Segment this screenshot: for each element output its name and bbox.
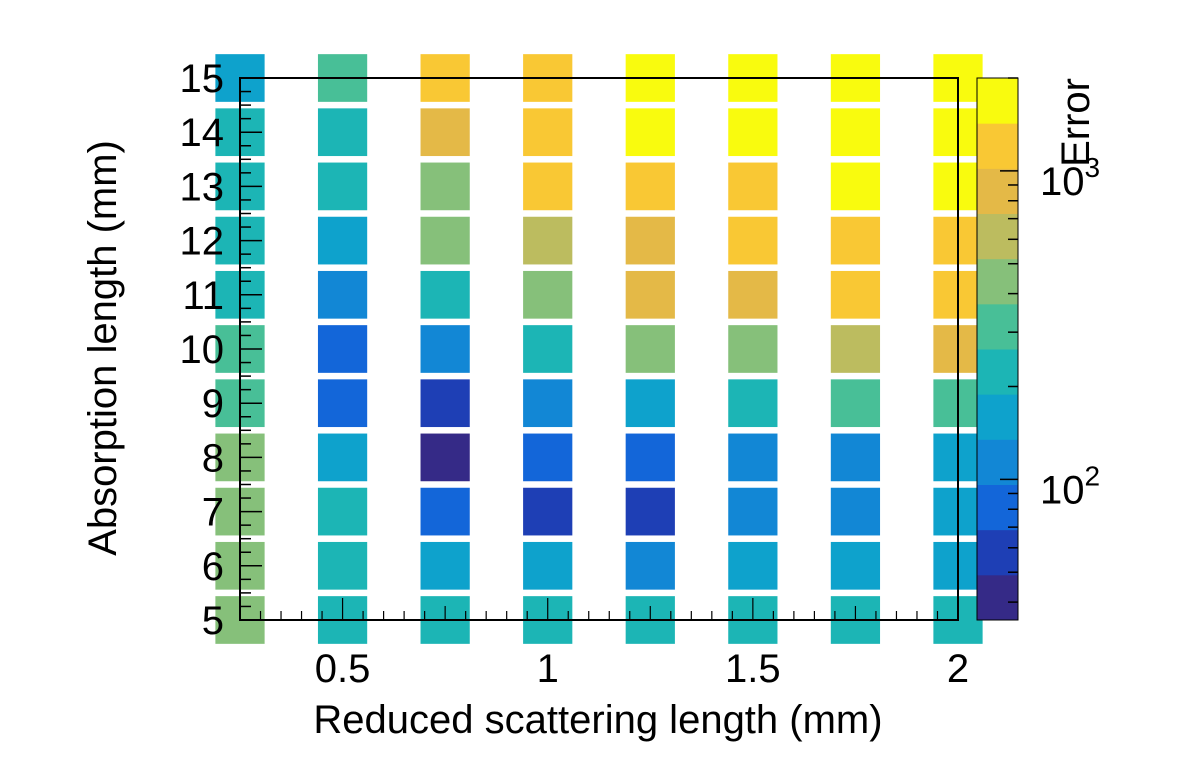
heatmap-cell (420, 270, 470, 319)
heatmap-cell (523, 216, 573, 265)
heatmap-cell (830, 325, 881, 373)
y-tick-label: 15 (180, 57, 225, 101)
colorbar: 102 103 (976, 77, 1100, 621)
heatmap-cell (420, 541, 470, 590)
heatmap-cell (317, 379, 368, 428)
y-tick-label: 14 (180, 111, 225, 155)
y-tick-label: 9 (202, 382, 224, 426)
colorbar-segment (977, 213, 1018, 260)
heatmap-cell (523, 541, 573, 590)
x-tick-label: 0.5 (315, 647, 371, 691)
colorbar-tick-label: 102 (1040, 460, 1100, 512)
heatmap-cell (420, 433, 470, 482)
heatmap-cell (317, 541, 368, 590)
heatmap-cell (625, 270, 675, 319)
heatmap-cell (830, 379, 881, 428)
y-tick-label: 13 (180, 165, 225, 209)
heatmap-cell (317, 216, 368, 265)
x-axis-ticks: 0.5 1 1.5 2 (239, 598, 969, 691)
colorbar-label: Error (1054, 78, 1098, 167)
heatmap-cell (420, 216, 470, 265)
heatmap-cell (830, 270, 881, 319)
heatmap-cell (420, 162, 470, 211)
colorbar-segment (977, 484, 1018, 531)
heatmap-cell (728, 108, 778, 157)
colorbar-segment (977, 394, 1018, 440)
heatmap-cell (420, 325, 470, 373)
heatmap-cell (420, 108, 470, 157)
heatmap-cell (830, 216, 881, 265)
heatmap-cell (625, 433, 675, 482)
y-tick-label: 5 (202, 599, 224, 643)
heatmap-cell (625, 325, 675, 373)
y-tick-label: 12 (180, 220, 225, 264)
heatmap-cell (625, 108, 675, 157)
y-tick-label: 11 (182, 274, 224, 318)
heatmap-cell (523, 162, 573, 211)
colorbar-segment (977, 258, 1018, 305)
heatmap-cell (420, 487, 470, 536)
heatmap-cell (523, 433, 573, 482)
colorbar-segment (977, 123, 1018, 169)
colorbar-segment (977, 529, 1018, 576)
heatmap-cell (728, 162, 778, 211)
heatmap-cell (728, 270, 778, 319)
heatmap-cell (728, 325, 778, 373)
colorbar-frame (976, 77, 1019, 621)
heatmap-cell (523, 487, 573, 536)
heatmap-cell (728, 379, 778, 428)
y-tick-label: 7 (202, 491, 224, 535)
heatmap-cell (830, 541, 881, 590)
heatmap-cell (625, 216, 675, 265)
colorbar-tick-label: 103 (1040, 152, 1100, 204)
heatmap-cell (625, 541, 675, 590)
heatmap-cell (830, 487, 881, 536)
y-tick-label: 6 (202, 545, 224, 589)
heatmap-cell (317, 487, 368, 536)
heatmap-cell (625, 487, 675, 536)
colorbar-segment (977, 168, 1018, 214)
heatmap-cell (728, 216, 778, 265)
heatmap-cell (728, 433, 778, 482)
heatmap-cell (317, 270, 368, 319)
heatmap-cell (317, 433, 368, 482)
y-tick-label: 8 (202, 436, 224, 480)
y-axis-label: Absorption length (mm) (81, 140, 125, 556)
heatmap-cell (830, 108, 881, 157)
heatmap-cell (625, 379, 675, 428)
heatmap-cell (523, 270, 573, 319)
heatmap-cell (728, 487, 778, 536)
heatmap-cell (830, 433, 881, 482)
heatmap-cell (625, 162, 675, 211)
y-tick-label: 10 (180, 328, 225, 372)
heatmap-cell (830, 162, 881, 211)
colorbar-segment (977, 303, 1018, 350)
heatmap-cells (215, 54, 983, 644)
heatmap-cell (523, 325, 573, 373)
colorbar-segment (977, 439, 1018, 485)
heatmap-cell (317, 325, 368, 373)
colorbar-segment (977, 349, 1018, 395)
x-axis-label: Reduced scattering length (mm) (313, 698, 882, 742)
heatmap-cell (317, 108, 368, 157)
x-tick-label: 2 (947, 647, 969, 691)
colorbar-segment (977, 574, 1018, 621)
y-axis-ticks: 5 6 7 8 9 10 11 12 13 14 15 (180, 57, 262, 643)
x-tick-label: 1.5 (725, 647, 781, 691)
heatmap-cell (523, 379, 573, 428)
x-tick-label: 1 (537, 647, 559, 691)
heatmap-cell (728, 541, 778, 590)
heatmap-cell (317, 162, 368, 211)
heatmap-cell (523, 108, 573, 157)
heatmap-cell (420, 379, 470, 428)
colorbar-segment (977, 78, 1018, 124)
